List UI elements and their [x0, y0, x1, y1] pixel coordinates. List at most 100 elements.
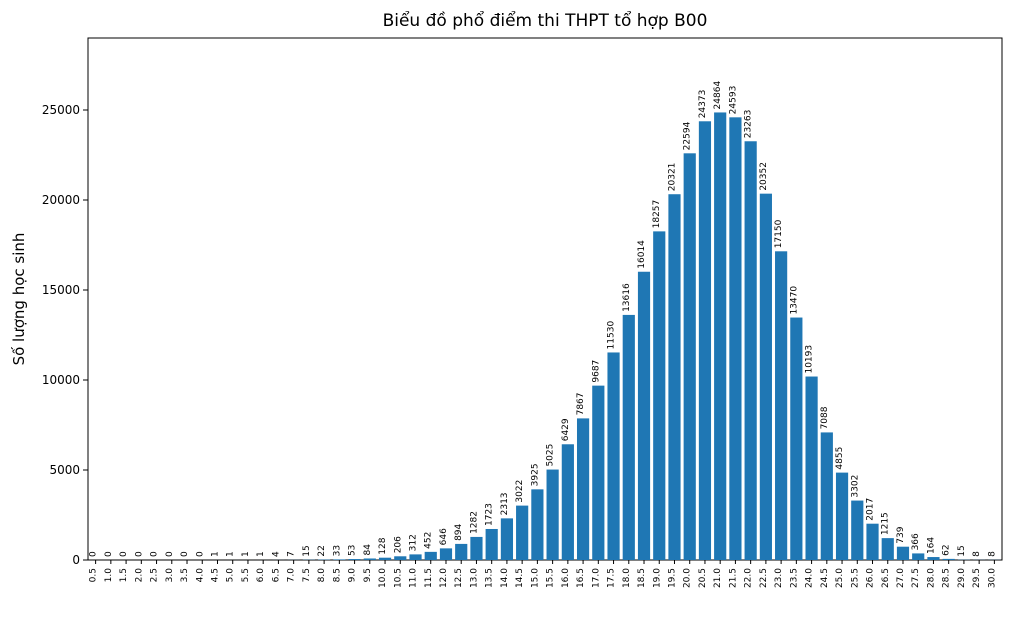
bar-value-label: 646: [439, 528, 449, 545]
x-tick-label: 11.0: [409, 568, 419, 588]
bar-value-label: 0: [150, 551, 160, 557]
x-tick-label: 10.0: [378, 568, 388, 588]
x-tick-label: 22.5: [759, 568, 769, 588]
bar-value-label: 18257: [652, 200, 662, 229]
x-tick-label: 18.5: [637, 568, 647, 588]
x-axis-ticks: 0.51.01.52.02.53.03.54.04.55.05.56.06.57…: [89, 560, 998, 588]
bar-value-label: 16014: [637, 240, 647, 269]
x-tick-label: 12.5: [454, 568, 464, 588]
x-tick-label: 26.0: [866, 568, 876, 588]
x-tick-label: 30.0: [987, 568, 997, 588]
x-tick-label: 19.0: [652, 568, 662, 588]
x-tick-label: 29.5: [972, 568, 982, 588]
x-tick-label: 12.0: [439, 568, 449, 588]
bar-value-label: 206: [393, 536, 403, 553]
x-tick-label: 8.5: [332, 568, 342, 582]
x-tick-label: 25.5: [850, 568, 860, 588]
bar-value-label: 894: [454, 523, 464, 540]
bar-value-label: 23263: [744, 110, 754, 139]
bar: [592, 386, 604, 560]
bar: [943, 559, 955, 560]
x-tick-label: 15.0: [530, 568, 540, 588]
x-tick-label: 14.0: [500, 568, 510, 588]
x-tick-label: 21.5: [728, 568, 738, 588]
x-tick-label: 13.0: [469, 568, 479, 588]
x-tick-label: 5.5: [241, 568, 251, 582]
bar: [653, 231, 665, 560]
x-tick-label: 15.5: [546, 568, 556, 588]
bar-value-label: 0: [89, 551, 99, 557]
x-tick-label: 4.0: [195, 568, 205, 583]
x-tick-label: 16.5: [576, 568, 586, 588]
bar-value-label: 0: [119, 551, 129, 557]
bar: [927, 557, 939, 560]
x-tick-label: 20.5: [698, 568, 708, 588]
bar-value-label: 53: [348, 545, 358, 556]
bar-value-label: 3302: [850, 475, 860, 498]
bar: [775, 251, 787, 560]
chart-container: Biểu đồ phổ điểm thi THPT tổ hợp B00 Số …: [0, 0, 1022, 619]
bar-chart: Biểu đồ phổ điểm thi THPT tổ hợp B00 Số …: [0, 0, 1022, 619]
bar-value-label: 15: [957, 545, 967, 556]
x-tick-label: 20.0: [683, 568, 693, 588]
y-axis-ticks: 0500010000150002000025000: [42, 103, 88, 567]
bar: [379, 558, 391, 560]
bar-value-label: 17150: [774, 219, 784, 248]
x-tick-label: 27.5: [911, 568, 921, 588]
bar-value-label: 62: [942, 544, 952, 555]
bar-value-label: 3925: [530, 463, 540, 486]
bar-value-label: 2313: [500, 492, 510, 515]
x-tick-label: 9.5: [363, 568, 373, 582]
bar: [364, 558, 376, 560]
x-tick-label: 23.0: [774, 568, 784, 588]
bar: [425, 552, 437, 560]
svg-text:10000: 10000: [42, 373, 80, 387]
bar-value-label: 128: [378, 537, 388, 554]
bar-value-label: 452: [424, 532, 434, 549]
bar-value-label: 13616: [622, 283, 632, 312]
bar-value-label: 1: [241, 551, 251, 557]
x-tick-label: 2.0: [134, 568, 144, 583]
bar: [333, 559, 345, 560]
svg-text:15000: 15000: [42, 283, 80, 297]
bar-value-label: 7867: [576, 392, 586, 415]
bar-value-label: 4: [271, 551, 281, 557]
bar-value-label: 13470: [789, 286, 799, 315]
bar-value-label: 1: [210, 551, 220, 557]
bar: [866, 524, 878, 560]
bar: [714, 112, 726, 560]
bar-value-label: 24864: [713, 81, 723, 110]
bar-value-label: 7088: [820, 406, 830, 429]
bar: [851, 501, 863, 560]
x-tick-label: 6.0: [256, 568, 266, 583]
bar-value-label: 8: [972, 551, 982, 557]
x-tick-label: 3.0: [165, 568, 175, 583]
bar: [348, 559, 360, 560]
x-tick-label: 10.5: [393, 568, 403, 588]
bar-value-label: 24373: [698, 90, 708, 119]
bar: [912, 553, 924, 560]
bar: [668, 194, 680, 560]
x-tick-label: 24.5: [820, 568, 830, 588]
bar: [409, 554, 421, 560]
bar: [821, 432, 833, 560]
bar-value-label: 4855: [835, 447, 845, 470]
bar-value-label: 1282: [469, 511, 479, 534]
bar-value-label: 8: [987, 551, 997, 557]
x-tick-label: 16.0: [561, 568, 571, 588]
x-tick-label: 6.5: [271, 568, 281, 582]
bar-value-label: 33: [332, 545, 342, 556]
bar-value-label: 22594: [683, 121, 693, 150]
plot-border: [88, 38, 1002, 560]
svg-text:20000: 20000: [42, 193, 80, 207]
x-tick-label: 19.5: [667, 568, 677, 588]
bar-value-label: 6429: [561, 418, 571, 441]
bar-value-label: 0: [195, 551, 205, 557]
bar: [638, 272, 650, 560]
x-tick-label: 17.5: [607, 568, 617, 588]
x-tick-label: 2.5: [150, 568, 160, 582]
svg-text:0: 0: [72, 553, 80, 567]
bar: [455, 544, 467, 560]
x-tick-label: 1.0: [104, 568, 114, 583]
bar: [790, 318, 802, 560]
